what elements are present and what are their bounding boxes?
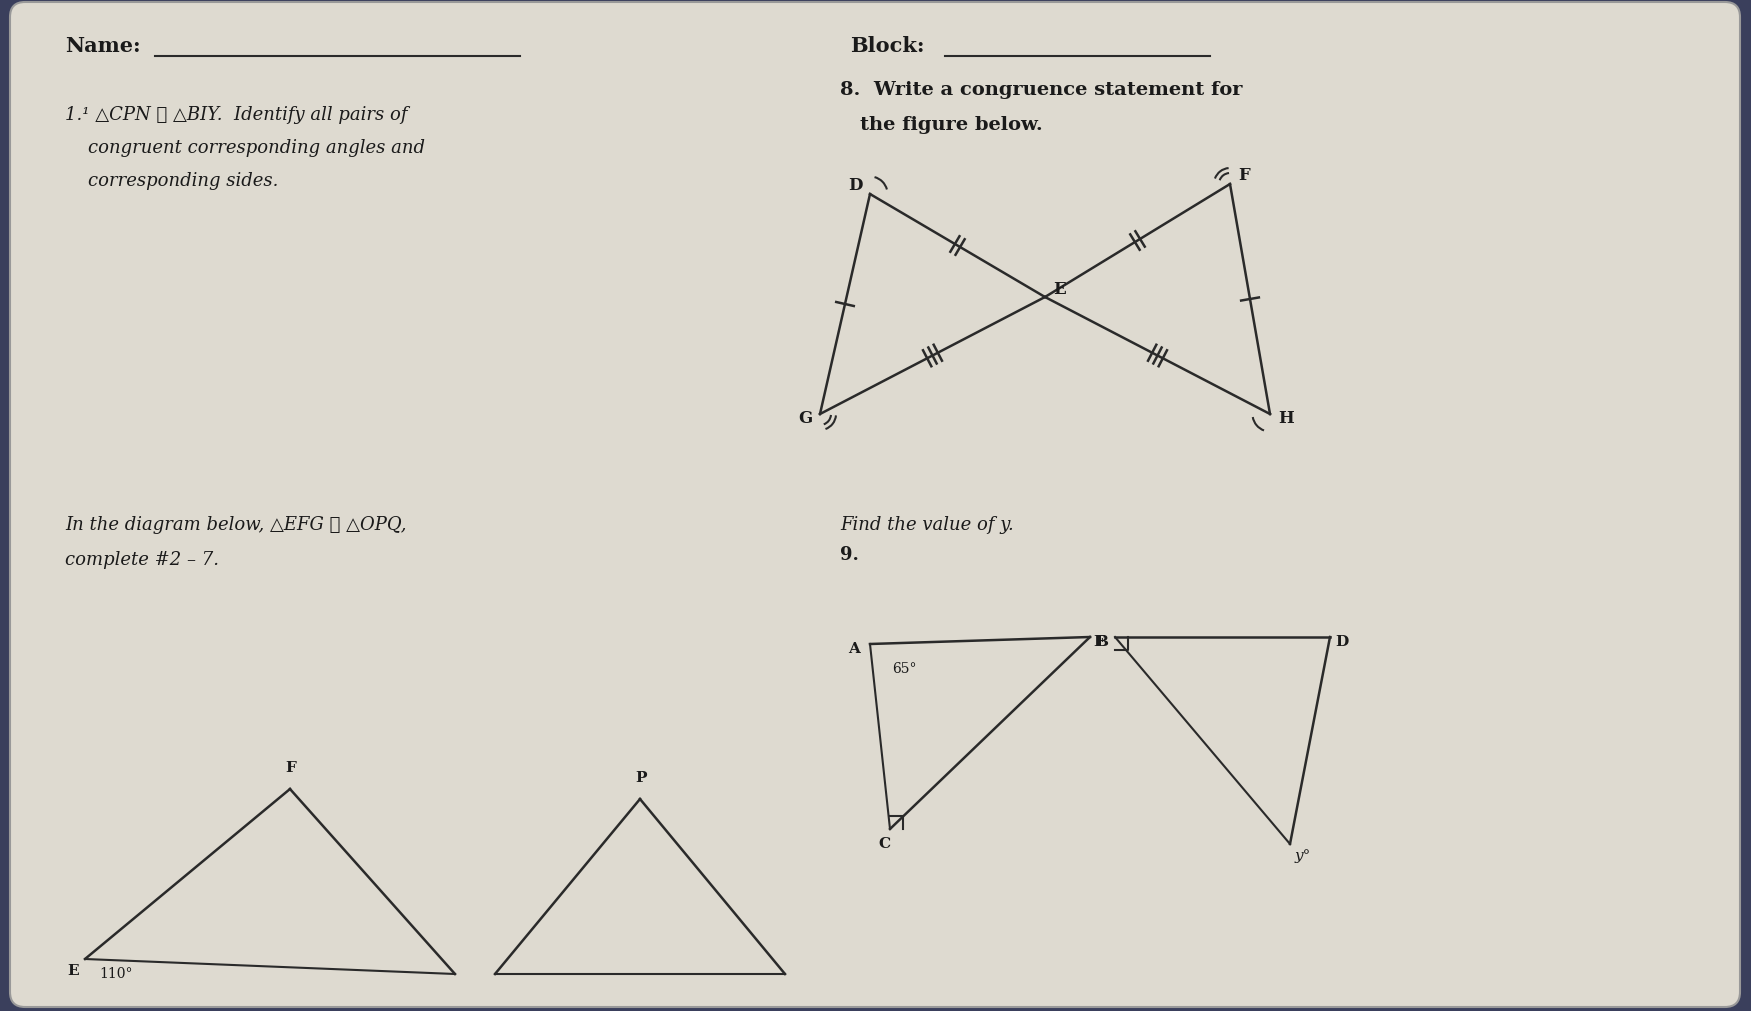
FancyBboxPatch shape: [11, 3, 1740, 1007]
Text: F: F: [1093, 634, 1103, 648]
Text: the figure below.: the figure below.: [860, 116, 1044, 133]
Text: 9.: 9.: [840, 546, 860, 563]
Text: F: F: [1238, 167, 1250, 184]
Text: complete #2 – 7.: complete #2 – 7.: [65, 550, 219, 568]
Text: E: E: [1052, 281, 1066, 297]
Text: 1.¹ △CPN ≅ △BIY.  Identify all pairs of: 1.¹ △CPN ≅ △BIY. Identify all pairs of: [65, 106, 408, 124]
Text: D: D: [1334, 634, 1348, 648]
Text: congruent corresponding angles and: congruent corresponding angles and: [88, 139, 425, 157]
Text: P: P: [636, 770, 646, 785]
Text: B: B: [1094, 634, 1108, 648]
Text: A: A: [847, 641, 860, 655]
Text: D: D: [847, 177, 863, 194]
Text: 65°: 65°: [891, 661, 916, 675]
Text: In the diagram below, △EFG ≅ △OPQ,: In the diagram below, △EFG ≅ △OPQ,: [65, 516, 406, 534]
Text: 8.  Write a congruence statement for: 8. Write a congruence statement for: [840, 81, 1243, 99]
Text: Block:: Block:: [849, 36, 925, 56]
Text: 110°: 110°: [100, 967, 133, 980]
Text: Find the value of y.: Find the value of y.: [840, 516, 1014, 534]
Text: H: H: [1278, 409, 1294, 427]
Text: F: F: [285, 760, 296, 774]
Text: G: G: [798, 409, 812, 427]
Text: C: C: [877, 836, 890, 850]
Text: y°: y°: [1296, 848, 1311, 862]
Text: corresponding sides.: corresponding sides.: [88, 172, 278, 190]
Text: Name:: Name:: [65, 36, 140, 56]
Text: E: E: [67, 963, 79, 977]
